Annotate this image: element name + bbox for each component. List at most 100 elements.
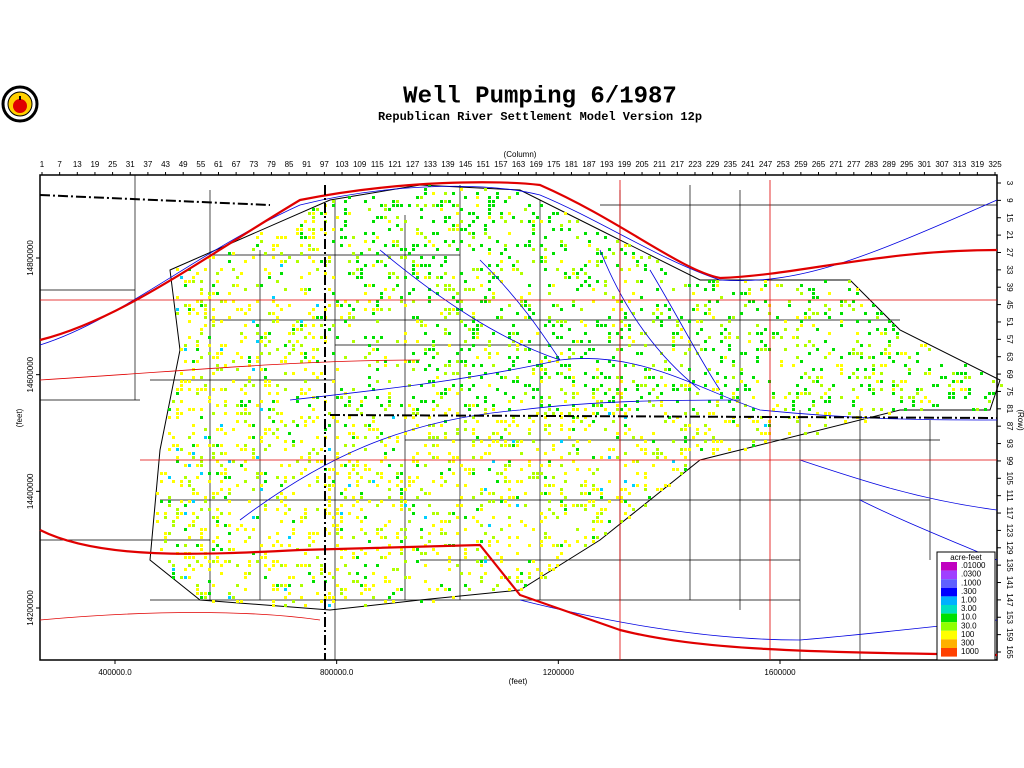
legend-swatch: [941, 596, 957, 605]
column-tick-label: 19: [90, 160, 99, 169]
column-tick-label: 247: [759, 160, 773, 169]
column-tick-label: 295: [900, 160, 914, 169]
legend-swatch: [941, 579, 957, 588]
bottom-axis-label: (feet): [509, 677, 528, 686]
left-axis-label: (feet): [15, 408, 24, 427]
axes: 1 7 13 19 25 31 37 43 49 55 61 67 73 79 85 91 97 103 109 11…: [26, 160, 1014, 677]
subtitle: Republican River Settlement Model Versio…: [378, 110, 702, 124]
column-tick-label: 31: [126, 160, 135, 169]
column-tick-label: 67: [232, 160, 241, 169]
row-tick-label: 3: [1005, 181, 1014, 186]
column-tick-label: 301: [918, 160, 932, 169]
column-tick-label: 157: [494, 160, 508, 169]
column-tick-label: 97: [320, 160, 329, 169]
legend: acre-feet .01000.0300.1000.3001.003.0010…: [936, 551, 996, 661]
left-tick-label: 14400000: [26, 473, 35, 509]
column-tick-label: 49: [179, 160, 188, 169]
column-tick-label: 283: [865, 160, 879, 169]
column-tick-label: 217: [671, 160, 685, 169]
pumping-cells: [156, 188, 967, 607]
column-tick-label: 13: [73, 160, 82, 169]
column-tick-label: 271: [829, 160, 843, 169]
legend-swatch: [941, 622, 957, 631]
legend-title: acre-feet: [950, 553, 982, 562]
column-tick-label: 259: [794, 160, 808, 169]
column-tick-label: 61: [214, 160, 223, 169]
row-tick-label: 63: [1005, 352, 1014, 361]
column-tick-label: 73: [249, 160, 258, 169]
left-tick-label: 14800000: [26, 240, 35, 276]
column-tick-label: 139: [441, 160, 455, 169]
column-tick-label: 7: [57, 160, 62, 169]
row-tick-label: 123: [1005, 524, 1014, 538]
legend-swatch: [941, 648, 957, 657]
left-tick-label: 14600000: [26, 356, 35, 392]
column-tick-label: 121: [388, 160, 402, 169]
legend-swatch: [941, 639, 957, 648]
column-tick-label: 163: [512, 160, 526, 169]
column-tick-label: 241: [741, 160, 755, 169]
column-tick-label: 91: [302, 160, 311, 169]
legend-swatch: [941, 570, 957, 580]
bottom-tick-label: 1200000: [543, 668, 575, 677]
column-tick-label: 211: [653, 160, 666, 169]
row-tick-label: 165: [1005, 645, 1014, 659]
column-tick-label: 115: [371, 160, 384, 169]
column-tick-label: 133: [424, 160, 438, 169]
row-axis-label: (Row): [1016, 409, 1024, 431]
column-tick-label: 25: [108, 160, 117, 169]
legend-label: 30.0: [961, 621, 977, 630]
row-tick-label: 45: [1005, 300, 1014, 309]
column-tick-label: 181: [565, 160, 579, 169]
column-tick-label: 169: [529, 160, 543, 169]
legend-label: 300: [961, 639, 975, 648]
column-tick-label: 109: [353, 160, 367, 169]
column-tick-label: 55: [196, 160, 205, 169]
row-tick-label: 93: [1005, 439, 1014, 448]
column-tick-label: 175: [547, 160, 561, 169]
column-tick-label: 289: [882, 160, 896, 169]
column-tick-label: 307: [935, 160, 949, 169]
row-tick-label: 15: [1005, 213, 1014, 222]
legend-label: 3.00: [961, 604, 977, 613]
legend-label: .300: [961, 587, 977, 596]
row-tick-label: 141: [1005, 576, 1014, 590]
left-tick-label: 14200000: [26, 590, 35, 626]
column-tick-label: 235: [724, 160, 738, 169]
column-tick-label: 187: [582, 160, 596, 169]
legend-label: .0300: [961, 570, 982, 579]
column-tick-label: 1: [40, 160, 45, 169]
row-tick-label: 81: [1005, 404, 1014, 413]
column-tick-label: 223: [688, 160, 702, 169]
row-tick-label: 135: [1005, 558, 1014, 572]
row-tick-label: 57: [1005, 335, 1014, 344]
legend-label: 10.0: [961, 613, 977, 622]
row-tick-label: 111: [1005, 490, 1014, 503]
bottom-tick-label: 400000.0: [98, 668, 132, 677]
map: [39, 174, 1003, 661]
column-tick-label: 145: [459, 160, 473, 169]
column-tick-label: 199: [618, 160, 632, 169]
column-tick-label: 79: [267, 160, 276, 169]
rivers: [39, 185, 998, 641]
row-tick-label: 9: [1005, 198, 1014, 203]
column-tick-label: 127: [406, 160, 420, 169]
column-tick-label: 151: [477, 160, 491, 169]
row-tick-label: 159: [1005, 628, 1014, 642]
column-tick-label: 37: [143, 160, 152, 169]
bottom-tick-label: 1600000: [764, 668, 796, 677]
column-axis-label: (Column): [504, 150, 537, 159]
row-tick-label: 33: [1005, 265, 1014, 274]
row-tick-label: 21: [1005, 231, 1014, 240]
column-tick-label: 103: [335, 160, 349, 169]
legend-label: .1000: [961, 578, 982, 587]
row-tick-label: 105: [1005, 472, 1014, 486]
column-tick-label: 43: [161, 160, 170, 169]
row-tick-label: 99: [1005, 456, 1014, 465]
column-tick-label: 313: [953, 160, 967, 169]
row-tick-label: 129: [1005, 541, 1014, 555]
column-tick-label: 85: [285, 160, 294, 169]
row-tick-label: 153: [1005, 611, 1014, 625]
column-tick-label: 265: [812, 160, 826, 169]
